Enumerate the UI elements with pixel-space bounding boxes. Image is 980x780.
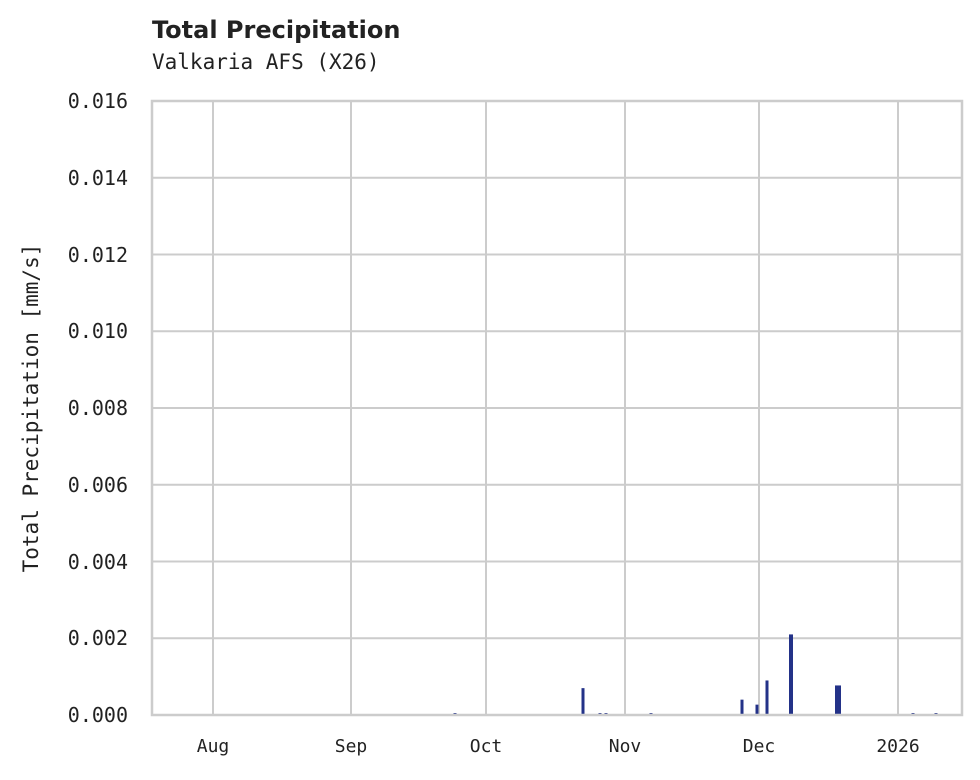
y-tick-label: 0.006 [67, 472, 128, 497]
y-tick-label: 0.000 [67, 703, 128, 727]
x-tick-label: Nov [608, 736, 642, 757]
x-tick-label: 2026 [876, 736, 920, 757]
precipitation-bar [581, 688, 585, 715]
x-tick-label: Aug [196, 736, 230, 757]
y-tick-label: 0.010 [67, 319, 128, 344]
x-tick-label: Oct [469, 736, 503, 757]
gridlines [152, 100, 962, 716]
precipitation-bars [453, 634, 938, 715]
precipitation-bar [765, 680, 769, 715]
precipitation-bar [755, 704, 759, 715]
y-tick-label: 0.004 [67, 549, 128, 574]
precipitation-bar [835, 685, 841, 715]
y-tick-label: 0.014 [67, 165, 128, 190]
plot-frame [150, 99, 964, 717]
y-tick-label: 0.002 [67, 626, 128, 651]
precipitation-bar [740, 699, 744, 715]
y-tick-label: 0.016 [67, 89, 128, 113]
precipitation-bar [789, 634, 793, 715]
chart-subtitle: Valkaria AFS (X26) [152, 50, 380, 74]
y-tick-label: 0.008 [67, 396, 128, 420]
x-tick-label: Dec [742, 736, 776, 757]
x-tick-label: Sep [334, 736, 368, 757]
chart-title: Total Precipitation [152, 16, 401, 44]
y-tick-label: 0.012 [67, 242, 128, 267]
